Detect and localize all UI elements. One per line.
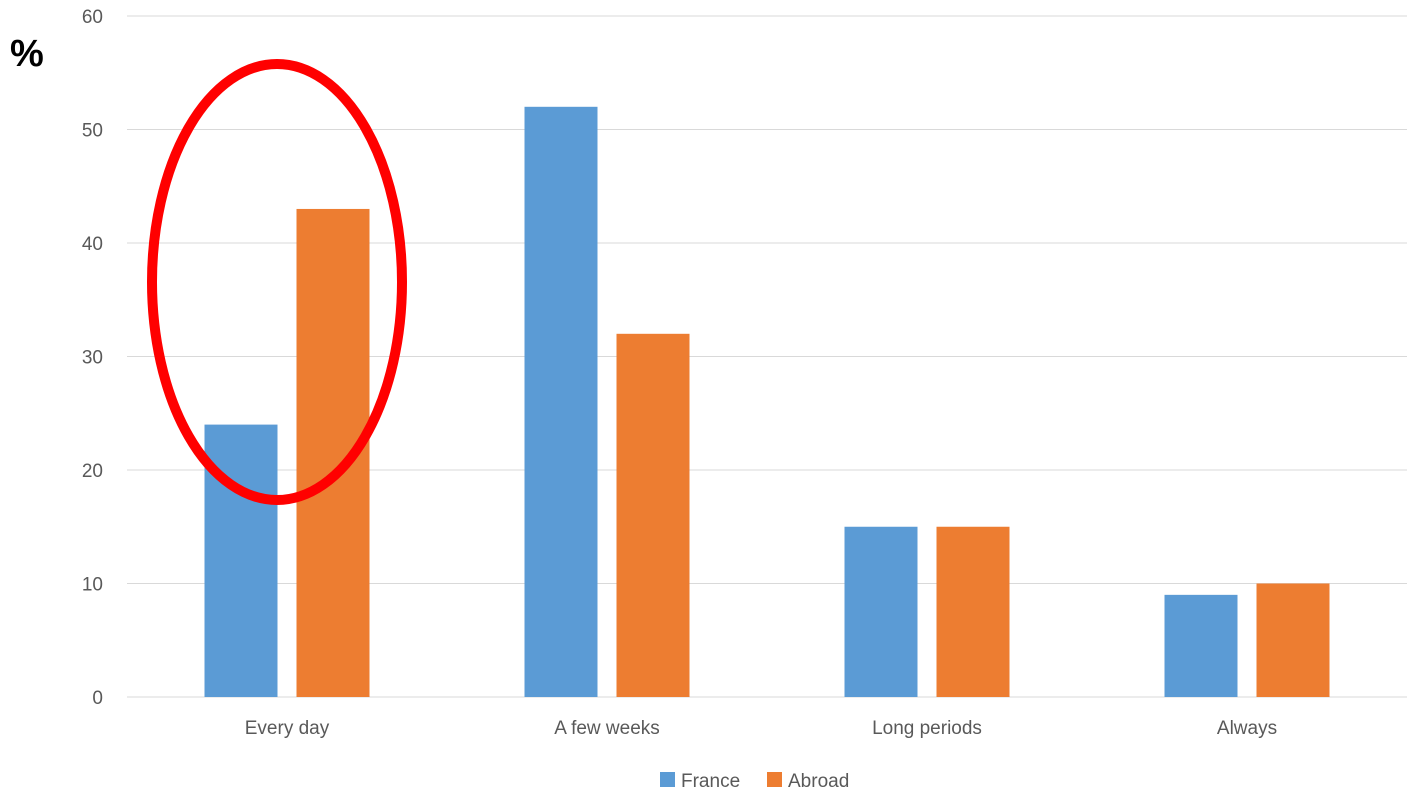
legend-swatch-abroad xyxy=(767,772,782,787)
bar-france-a-few-weeks xyxy=(524,106,598,698)
annotations xyxy=(147,59,407,505)
bar-france-always xyxy=(1164,594,1238,697)
legend-label-france: France xyxy=(681,771,740,791)
bar-abroad-long-periods xyxy=(936,526,1010,697)
legend: France Abroad xyxy=(660,771,849,791)
y-axis-unit-label: % xyxy=(10,33,44,75)
x-category-label: Long periods xyxy=(872,718,982,739)
x-category-label: Every day xyxy=(245,718,330,739)
legend-label-abroad: Abroad xyxy=(788,771,849,791)
x-axis-category-labels: Every day A few weeks Long periods Always xyxy=(245,718,1277,739)
legend-swatch-france xyxy=(660,772,675,787)
x-category-label: A few weeks xyxy=(554,718,660,739)
y-axis-ticks: 0 10 20 30 40 50 60 xyxy=(82,7,103,709)
bar-abroad-a-few-weeks xyxy=(616,333,690,697)
x-category-label: Always xyxy=(1217,718,1277,739)
bar-france-long-periods xyxy=(844,526,918,697)
y-tick-label: 0 xyxy=(92,688,103,709)
y-tick-label: 20 xyxy=(82,461,103,482)
y-tick-label: 10 xyxy=(82,575,103,596)
y-tick-label: 50 xyxy=(82,121,103,142)
y-tick-label: 60 xyxy=(82,7,103,28)
y-tick-label: 30 xyxy=(82,348,103,369)
bars xyxy=(204,106,1330,698)
bar-abroad-always xyxy=(1256,583,1330,697)
highlight-ellipse xyxy=(147,59,407,505)
y-tick-label: 40 xyxy=(82,234,103,255)
